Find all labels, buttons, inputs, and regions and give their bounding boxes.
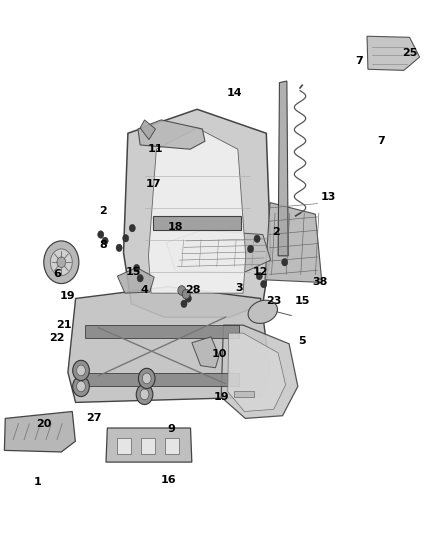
Circle shape <box>137 274 143 282</box>
Text: 7: 7 <box>377 136 385 146</box>
Circle shape <box>116 244 122 252</box>
Text: 19: 19 <box>213 392 229 402</box>
Polygon shape <box>4 411 75 452</box>
Circle shape <box>73 376 89 397</box>
Circle shape <box>182 289 190 299</box>
Text: 8: 8 <box>99 240 107 250</box>
Polygon shape <box>228 333 286 411</box>
Text: 7: 7 <box>355 56 363 66</box>
Circle shape <box>185 295 191 302</box>
Circle shape <box>142 373 151 384</box>
Text: 1: 1 <box>33 478 41 487</box>
Polygon shape <box>265 203 322 282</box>
Polygon shape <box>117 268 154 293</box>
Circle shape <box>181 300 187 308</box>
Text: 10: 10 <box>211 350 227 359</box>
Text: 20: 20 <box>36 419 52 429</box>
Circle shape <box>247 245 254 253</box>
Text: 18: 18 <box>167 222 183 231</box>
Text: 4: 4 <box>141 286 148 295</box>
Text: 2: 2 <box>99 206 107 215</box>
Text: 13: 13 <box>321 192 336 202</box>
Polygon shape <box>221 325 298 418</box>
Circle shape <box>98 231 104 238</box>
Circle shape <box>44 241 79 284</box>
Polygon shape <box>68 287 270 402</box>
Text: 15: 15 <box>126 267 141 277</box>
Circle shape <box>134 264 140 272</box>
Text: 11: 11 <box>148 144 163 154</box>
Circle shape <box>50 249 72 276</box>
Polygon shape <box>166 230 271 273</box>
Polygon shape <box>85 373 239 386</box>
Text: 22: 22 <box>49 334 65 343</box>
Text: 17: 17 <box>145 179 161 189</box>
Text: 6: 6 <box>53 270 61 279</box>
Text: 9: 9 <box>167 424 175 434</box>
Polygon shape <box>138 120 205 149</box>
Polygon shape <box>153 215 241 230</box>
Text: 14: 14 <box>226 88 242 98</box>
Polygon shape <box>106 428 192 462</box>
Circle shape <box>261 280 267 288</box>
Text: 21: 21 <box>56 320 71 330</box>
Polygon shape <box>367 36 420 70</box>
Text: 12: 12 <box>253 267 268 277</box>
Text: 15: 15 <box>294 296 310 306</box>
Circle shape <box>129 224 135 232</box>
Text: 23: 23 <box>266 296 282 306</box>
Text: 25: 25 <box>402 49 417 58</box>
Text: 28: 28 <box>185 286 201 295</box>
Text: 3: 3 <box>235 283 243 293</box>
Text: 27: 27 <box>86 414 102 423</box>
Text: 19: 19 <box>60 291 76 301</box>
Circle shape <box>77 381 85 392</box>
Circle shape <box>140 389 149 400</box>
Polygon shape <box>140 120 155 140</box>
Circle shape <box>73 360 89 381</box>
Circle shape <box>136 384 153 405</box>
Circle shape <box>123 235 129 242</box>
Bar <box>165 438 179 454</box>
Ellipse shape <box>248 300 278 324</box>
Bar <box>117 438 131 454</box>
Circle shape <box>57 257 66 268</box>
Polygon shape <box>192 337 219 368</box>
Polygon shape <box>124 109 271 317</box>
Text: 38: 38 <box>312 278 328 287</box>
Text: 5: 5 <box>298 336 306 346</box>
Bar <box>234 391 254 397</box>
Polygon shape <box>85 325 239 338</box>
Circle shape <box>138 368 155 389</box>
Polygon shape <box>278 81 288 256</box>
Circle shape <box>77 365 85 376</box>
Circle shape <box>178 286 186 295</box>
Bar <box>141 438 155 454</box>
Circle shape <box>256 272 262 280</box>
Circle shape <box>254 235 260 243</box>
Text: 16: 16 <box>161 475 177 484</box>
Circle shape <box>282 259 288 266</box>
Polygon shape <box>148 128 246 293</box>
Circle shape <box>102 237 108 245</box>
Text: 2: 2 <box>272 227 280 237</box>
